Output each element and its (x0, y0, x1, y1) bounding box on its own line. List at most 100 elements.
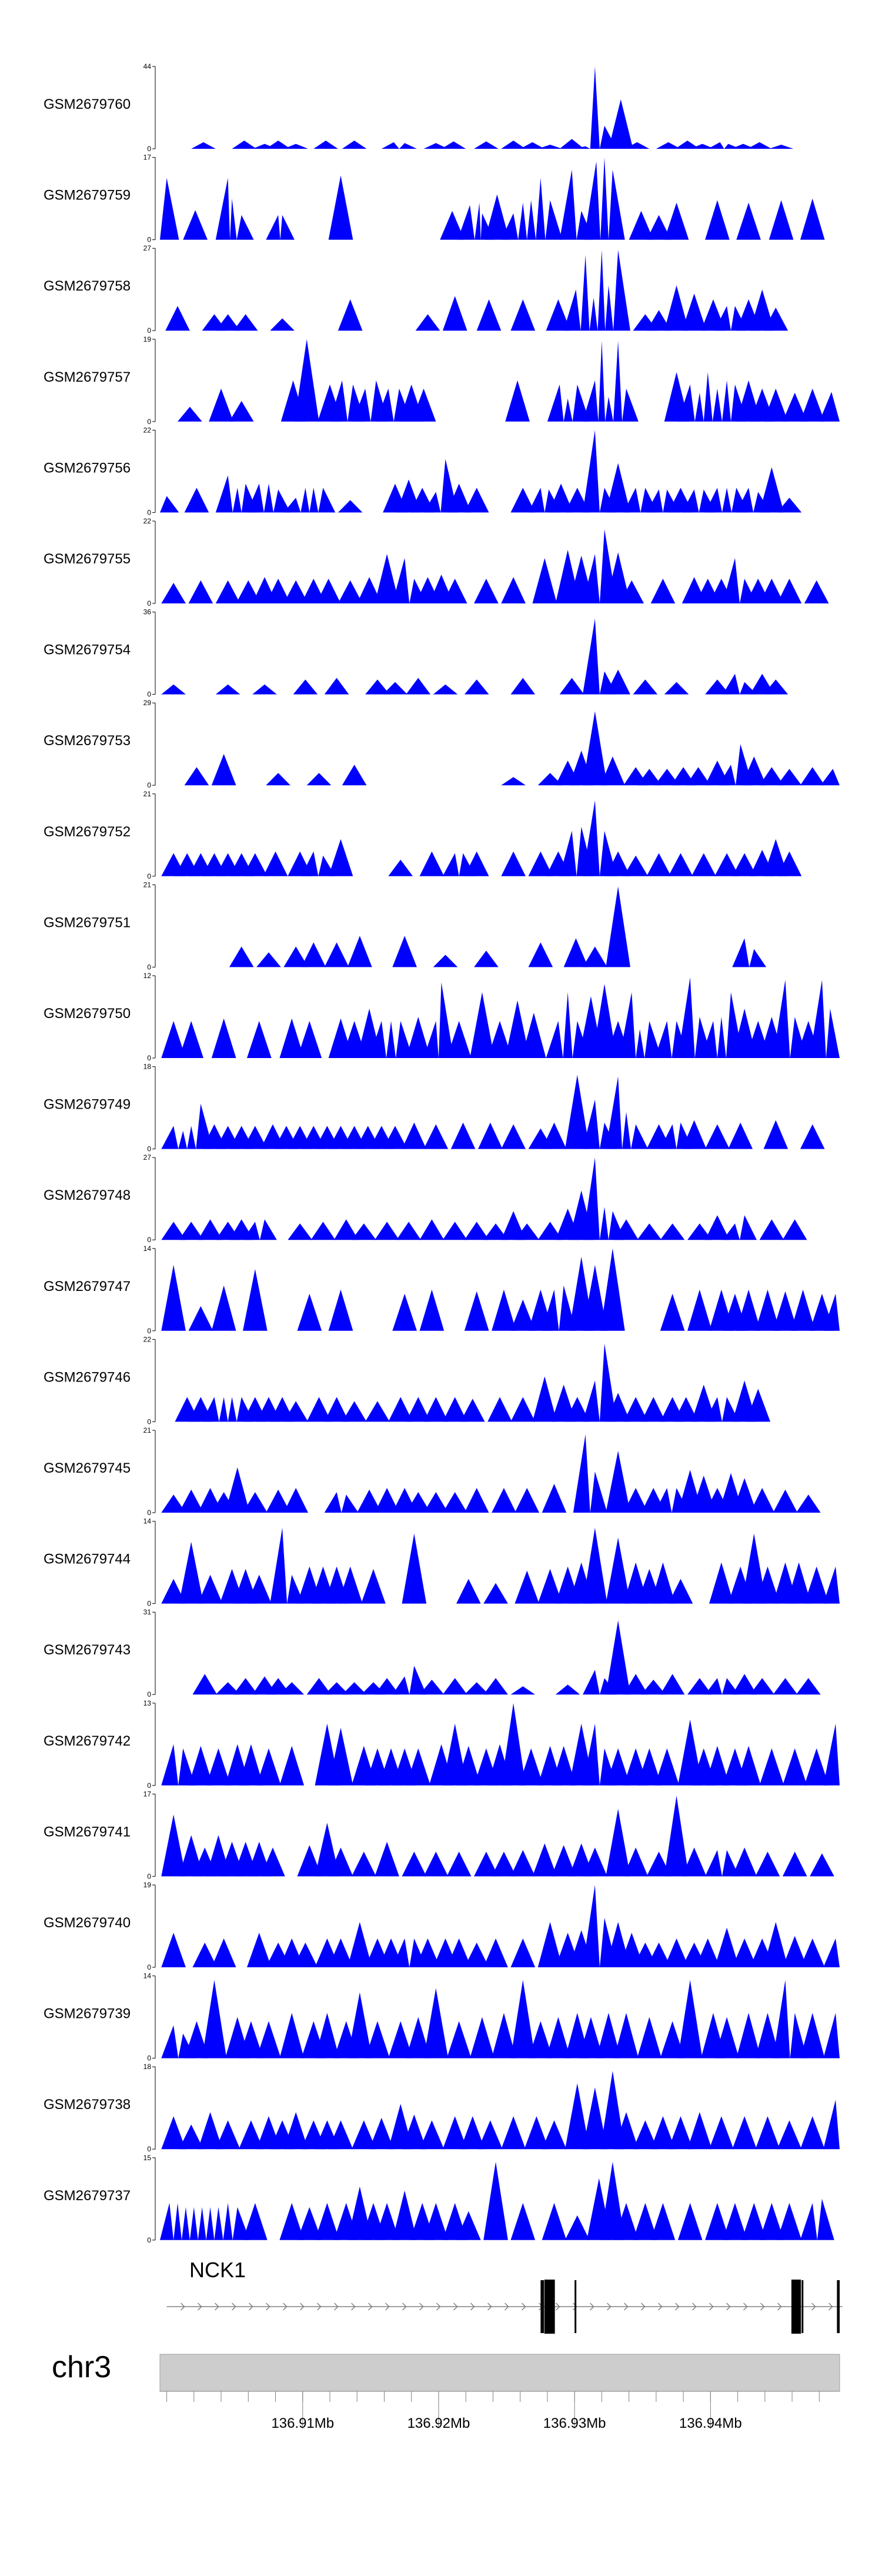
track-name-label: GSM2679740 (44, 1915, 131, 1931)
coverage-peak (423, 1988, 449, 2058)
coverage-peak (546, 1021, 563, 1058)
coverage-peak (409, 1666, 427, 1695)
coverage-track: GSM2679752 21 0 (44, 790, 802, 880)
coverage-peak (583, 1264, 607, 1331)
coverage-peak (637, 769, 662, 786)
coverage-peak (442, 579, 467, 603)
coverage-peak (599, 1343, 617, 1422)
coverage-peak (232, 141, 257, 149)
coverage-peak (641, 1680, 666, 1695)
coverage-peak (263, 483, 274, 513)
y-max-label: 44 (143, 62, 152, 71)
coverage-peak (623, 1847, 649, 1877)
coverage-peak (501, 577, 526, 603)
coverage-peak (736, 1289, 761, 1331)
coverage-peak (485, 194, 510, 240)
y-min-label: 0 (147, 872, 151, 880)
coverage-peak (419, 851, 445, 876)
coverage-track: GSM2679750 12 0 (44, 972, 840, 1062)
coverage-peak (606, 463, 630, 513)
coverage-peak (266, 1489, 290, 1513)
coverage-peak (306, 1678, 332, 1695)
coverage-peak (532, 1843, 557, 1877)
coverage-peak (675, 141, 700, 149)
coverage-peak (677, 1719, 703, 1786)
coverage-peak (759, 1219, 784, 1240)
coverage-peak (583, 711, 607, 786)
coverage-peak (514, 1570, 540, 1604)
coverage-peak (573, 146, 590, 149)
strand-arrow-icon (232, 2303, 236, 2311)
coverage-peak (246, 1021, 272, 1058)
coverage-peak (800, 2203, 817, 2240)
coverage-peak (644, 1021, 662, 1058)
coverage-peak (732, 938, 750, 967)
coverage-peak (219, 1397, 228, 1422)
coverage-peak (664, 285, 689, 331)
coverage-peak (583, 430, 600, 513)
coverage-peak (532, 558, 557, 603)
coverage-peak (583, 1380, 600, 1422)
coverage-peak (606, 1808, 630, 1877)
coverage-peak (796, 1494, 821, 1513)
coverage-peak (161, 2116, 186, 2150)
coverage-peak (654, 1748, 680, 1786)
coverage-peak (396, 1222, 421, 1240)
coverage-peak (732, 1674, 757, 1695)
y-max-label: 12 (143, 972, 152, 980)
coverage-peak (705, 1215, 730, 1240)
strand-arrow-icon (470, 2303, 475, 2311)
coverage-peak (528, 942, 553, 967)
coverage-peak (375, 554, 399, 603)
coverage-peak (188, 1306, 213, 1331)
coverage-peak (474, 950, 499, 967)
strand-arrow-icon (743, 2303, 748, 2311)
coverage-peak (438, 982, 454, 1058)
coverage-peak (266, 773, 290, 786)
coverage-peak (365, 2021, 390, 2058)
coverage-peak (551, 1746, 576, 1786)
coverage-peak (476, 299, 502, 331)
coverage-peak (470, 992, 495, 1058)
coverage-peak (600, 756, 625, 786)
coverage-peak (478, 2120, 503, 2150)
coverage-peak (442, 1678, 467, 1695)
coverage-peak (161, 1222, 186, 1240)
coverage-peak (600, 2071, 625, 2150)
coverage-peak (800, 767, 825, 786)
y-max-label: 14 (143, 1244, 152, 1253)
coverage-peak (388, 859, 413, 876)
coverage-peak (605, 396, 614, 422)
coverage-peak (179, 2124, 203, 2150)
coverage-peak (230, 198, 237, 240)
y-min-label: 0 (147, 326, 151, 335)
y-min-label: 0 (147, 690, 151, 699)
coverage-peak (510, 1938, 536, 1967)
coverage-track: GSM2679759 17 0 (44, 154, 825, 244)
coverage-peak (629, 211, 654, 240)
coverage-peak (777, 2203, 802, 2240)
coverage-peak (646, 489, 663, 513)
coverage-peak (633, 2203, 658, 2240)
strand-arrow-icon (487, 2303, 492, 2311)
coverage-peak (273, 489, 290, 513)
coverage-peak (283, 946, 309, 967)
coverage-peak (270, 1527, 288, 1604)
coverage-peak (179, 1222, 203, 1240)
coverage-peak (198, 1574, 223, 1604)
coverage-peak (243, 1222, 260, 1240)
coverage-peak (705, 2203, 730, 2240)
coverage-peak (456, 1746, 481, 1786)
strand-arrow-icon (419, 2303, 424, 2311)
coverage-peak (178, 1748, 196, 1786)
coverage-peak (714, 1927, 739, 1967)
coverage-peak (446, 1851, 472, 1877)
coverage-peak (316, 579, 341, 603)
coverage-peak (681, 293, 707, 331)
coverage-peak (606, 1393, 630, 1422)
coverage-peak (246, 1933, 272, 1967)
coverage-peak (232, 488, 242, 513)
coverage-peak (178, 406, 202, 422)
coverage-peak (233, 1678, 258, 1695)
coverage-peak (198, 1219, 223, 1240)
